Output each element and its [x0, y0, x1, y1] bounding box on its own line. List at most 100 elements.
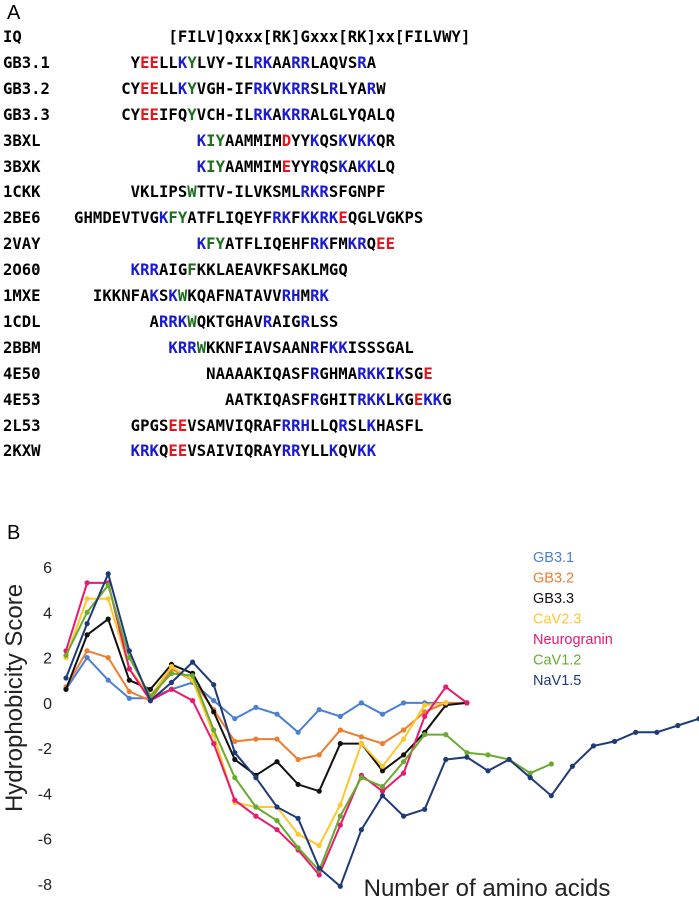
residue-segment: IKKNFA [74, 287, 150, 305]
residue-segment: K [394, 364, 405, 383]
residue-segment: VKLIPS [74, 183, 188, 202]
residue-segment: K [149, 287, 159, 305]
data-point [84, 596, 90, 602]
data-point [84, 632, 90, 638]
residue-segment: IY [206, 131, 226, 150]
data-point [168, 679, 175, 686]
data-point [190, 673, 196, 679]
residue-segment: KKRK [300, 209, 339, 228]
sequence-label: GB3.2 [3, 79, 50, 98]
residue-segment: LQ [376, 157, 396, 176]
residue-segment: A [272, 105, 282, 124]
residue-segment: KK [357, 131, 377, 150]
residue-segment: CY [74, 105, 141, 124]
residue-segment: D [281, 131, 292, 150]
sequence-label: 2L53 [3, 416, 41, 435]
residue-segment: ATFLIQEHF [225, 235, 310, 254]
data-point [147, 698, 153, 704]
residue-segment: K [177, 79, 188, 98]
sequence-text: KRRWKKNFIAVSAANRFKKISSSGAL [74, 339, 414, 357]
residue-segment: K [338, 157, 348, 176]
residue-segment: K [328, 442, 339, 461]
residue-segment: QS [319, 157, 339, 176]
data-point [401, 736, 407, 742]
data-point [527, 775, 533, 781]
sequence-text: VKLIPSWTTV-ILVKSMLRKRSFGNPF [74, 183, 386, 201]
residue-segment: [FILV]Qxxx[RK]Gxxx[RK]xx[FILVWY] [74, 28, 471, 46]
residue-segment: KQAFNATAVV [187, 287, 282, 305]
residue-segment: R [262, 312, 273, 331]
residue-segment: RKK [357, 390, 386, 409]
residue-segment: YY [291, 131, 311, 150]
data-point [253, 813, 259, 819]
residue-segment: AAMMIM [225, 131, 282, 150]
y-tick-label: -2 [38, 741, 52, 758]
residue-segment: ATFLIQEYF [187, 209, 273, 228]
series-line [65, 617, 468, 793]
data-point [126, 677, 132, 683]
residue-segment: F [187, 261, 197, 280]
residue-segment: AA [272, 53, 292, 72]
data-point [211, 709, 217, 715]
residue-segment: VSAIVIQRAY [187, 442, 282, 461]
data-point [105, 616, 111, 622]
sequence-text: ARRKWQKTGHAVRAIGRLSS [74, 312, 339, 331]
y-tick-label: 0 [43, 696, 52, 713]
residue-segment: Q [158, 442, 169, 461]
data-point [126, 695, 132, 701]
data-point [232, 756, 238, 763]
series-cav1-2 [63, 582, 554, 873]
data-point [105, 677, 111, 683]
data-point [84, 609, 90, 615]
data-point [147, 686, 153, 692]
data-point [675, 722, 681, 729]
series-line [65, 655, 446, 734]
residue-segment: RK [253, 105, 273, 124]
data-point [232, 775, 238, 781]
residue-segment: K [366, 416, 377, 435]
data-point [401, 813, 407, 819]
data-point [232, 716, 238, 722]
data-point [506, 756, 512, 763]
residue-segment: K [177, 53, 188, 72]
data-point [105, 655, 111, 661]
residue-segment: KKLAEAVKFSAKLMGQ [196, 261, 348, 280]
data-point [211, 682, 217, 688]
residue-segment: L [385, 390, 395, 409]
residue-segment: VSAMVIQRAF [187, 416, 282, 435]
data-point [232, 750, 238, 756]
data-point [232, 797, 238, 803]
sequence-text: CYEELLKYVGH-IFRKVKRRSLRLYARW [74, 80, 386, 98]
residue-segment: KRR [130, 261, 159, 280]
residue-segment: YLL [300, 442, 329, 461]
data-point [190, 698, 196, 704]
residue-segment: SFGNPF [328, 183, 386, 202]
residue-segment: RKK [357, 364, 386, 383]
residue-segment [74, 235, 197, 253]
residue-segment: FM [328, 235, 348, 254]
residue-segment: QV [338, 442, 358, 461]
data-point [443, 700, 449, 706]
residue-segment: K [394, 390, 405, 409]
sequence-text: KIYAAMMIMEYYRQSKAKKLQ [74, 158, 395, 176]
data-point [316, 788, 322, 794]
data-point [401, 727, 407, 733]
sequence-label: 2BE6 [3, 209, 41, 228]
legend-entry: NaV1.5 [533, 673, 581, 689]
data-point [654, 729, 660, 735]
residue-segment: RK [253, 79, 273, 98]
residue-segment: RKR [300, 183, 329, 202]
data-point [358, 741, 364, 747]
y-axis-label: Hydrophobicity Score [1, 584, 28, 812]
panel-a-label: A [7, 2, 21, 24]
residue-segment: LL [158, 79, 178, 98]
residue-segment: RK [310, 287, 329, 305]
residue-segment: V [347, 131, 358, 150]
data-point [527, 770, 533, 776]
sequence-text: AATKIQASFRGHITRKKLKGEKKG [74, 391, 452, 409]
residue-segment: QS [319, 131, 339, 150]
residue-segment: K [158, 209, 169, 228]
residue-segment: KR [347, 235, 367, 254]
residue-segment: ISSSGAL [347, 338, 414, 357]
data-point [485, 752, 491, 758]
